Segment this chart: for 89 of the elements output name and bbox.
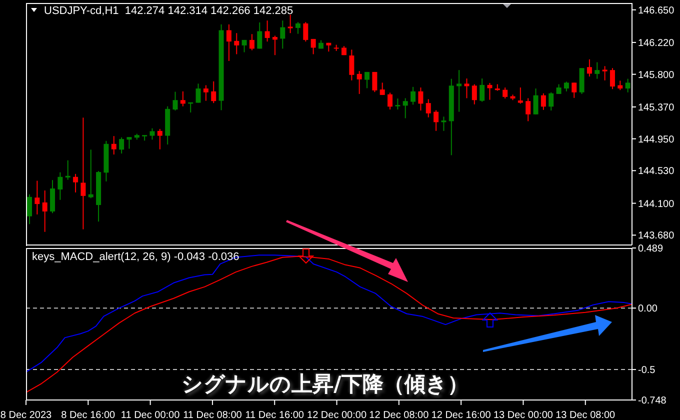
candlestick <box>257 22 262 50</box>
candlestick <box>242 39 247 53</box>
candlestick <box>280 20 286 50</box>
y-tick-label: 146.650 <box>638 5 675 16</box>
candlestick <box>602 66 608 81</box>
candlestick <box>441 116 446 132</box>
candlestick <box>487 82 492 100</box>
candlestick <box>364 71 370 89</box>
y-tick-label: 144.100 <box>638 198 675 210</box>
candlestick <box>526 98 531 122</box>
y-tick-label: 144.950 <box>638 134 675 146</box>
candlestick <box>402 98 408 119</box>
candlestick <box>65 160 70 180</box>
x-tick-label: 12 Dec 00:00 <box>307 410 367 420</box>
candlestick <box>111 136 116 155</box>
candlestick <box>410 86 416 106</box>
candlestick <box>196 83 201 104</box>
x-tick-label: 8 Dec 16:00 <box>61 410 116 420</box>
candlestick <box>80 117 86 230</box>
candlestick <box>126 136 132 150</box>
candlestick <box>349 49 354 81</box>
candlestick <box>58 172 63 200</box>
chart-title: USDJPY-cd,H1 142.274 142.314 142.266 142.285 <box>44 5 294 17</box>
candlestick <box>295 22 300 34</box>
candlestick <box>180 90 186 107</box>
annotation: シグナルの上昇/下降（傾き） <box>180 371 470 398</box>
x-tick-label: 13 Dec 00:00 <box>493 410 554 420</box>
candlestick <box>27 194 32 225</box>
candlestick <box>480 78 485 102</box>
x-tick-label: 12 Dec 08:00 <box>369 410 430 420</box>
x-tick-label: 8 Dec 2023 <box>0 410 52 420</box>
y-tick-label: -0.748 <box>638 396 667 407</box>
candlestick <box>50 180 56 214</box>
candlestick <box>472 84 477 105</box>
candlestick <box>395 98 400 110</box>
x-tick-label: 11 Dec 08:00 <box>183 410 242 420</box>
candlestick <box>556 84 562 94</box>
x-tick-label: 12 Dec 16:00 <box>431 410 492 420</box>
candlestick <box>426 98 431 118</box>
candlestick <box>540 92 546 110</box>
candlestick <box>157 128 162 150</box>
candlestick <box>434 110 439 132</box>
candlestick <box>372 71 378 93</box>
candlestick <box>42 190 48 232</box>
y-tick-label: 145.800 <box>638 70 675 81</box>
candlestick <box>586 58 592 78</box>
candlestick <box>518 87 523 104</box>
candlestick <box>572 82 577 98</box>
candlestick <box>34 180 40 215</box>
candlestick <box>264 20 270 42</box>
candlestick <box>502 87 508 100</box>
candlestick <box>249 34 254 51</box>
candlestick <box>73 173 78 193</box>
chart-title: keys_MACD_alert(12, 26, 9) -0.043 -0.036 <box>32 251 240 263</box>
candlestick <box>625 78 630 93</box>
candlestick <box>226 24 232 62</box>
candlestick <box>380 82 385 96</box>
candlestick <box>456 70 462 112</box>
candlestick <box>564 81 569 92</box>
candlestick <box>610 68 615 90</box>
candlestick <box>594 62 600 80</box>
y-tick-label: 0.00 <box>638 304 658 315</box>
candlestick <box>310 38 316 55</box>
candlestick <box>150 128 155 140</box>
x-tick-label: 11 Dec 00:00 <box>120 410 180 420</box>
candlestick <box>234 32 240 55</box>
candlestick <box>303 22 308 42</box>
candlestick <box>272 35 278 56</box>
candlestick <box>356 70 362 94</box>
x-tick-label: 13 Dec 08:00 <box>556 410 616 420</box>
candlestick <box>119 136 124 154</box>
candlestick <box>172 91 178 111</box>
y-tick-label: -0.5 <box>638 365 656 376</box>
candlestick <box>211 80 216 104</box>
candlestick <box>548 92 554 111</box>
candlestick <box>88 149 94 199</box>
y-tick-label: 144.530 <box>638 166 675 178</box>
y-tick-label: 146.220 <box>638 38 675 49</box>
y-tick-label: 143.680 <box>638 230 675 242</box>
candlestick <box>464 78 470 99</box>
candlestick <box>418 87 424 111</box>
x-tick-label: 11 Dec 16:00 <box>245 410 304 420</box>
candlestick <box>618 80 623 91</box>
candlestick <box>388 92 393 110</box>
candlestick <box>203 84 208 102</box>
y-tick-label: 0.489 <box>638 244 664 255</box>
candlestick <box>533 88 538 115</box>
y-tick-label: 145.370 <box>638 102 675 114</box>
candlestick <box>288 14 293 34</box>
